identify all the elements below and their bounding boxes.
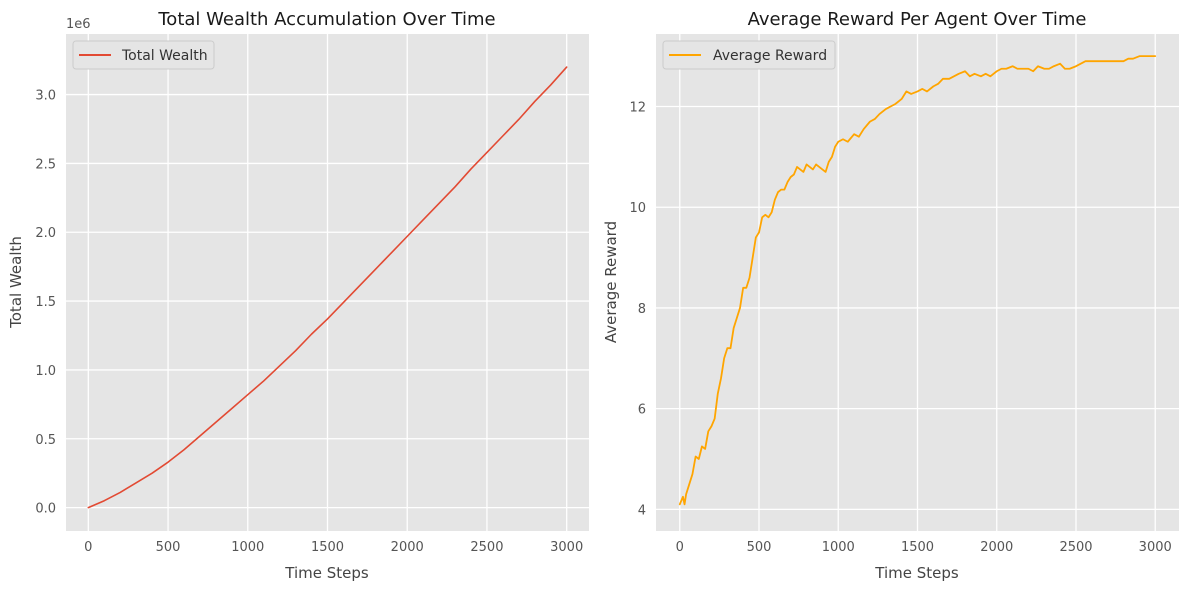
wealth-series-line <box>87 66 568 509</box>
wealth-y-tick-label: 2.5 <box>35 157 56 172</box>
reward-x-axis-label: Time Steps <box>874 564 959 582</box>
wealth-x-tick-label: 0 <box>84 540 92 555</box>
reward-x-tick-label: 3000 <box>1139 540 1172 555</box>
reward-x-tick-label: 1000 <box>822 540 855 555</box>
wealth-chart: 0 500 1000 1500 2000 2500 3000 0.0 0.5 1.0 1.5 2.0 2… <box>7 9 589 582</box>
reward-ticks: 0 500 1000 1500 2000 2500 3000 4 6 8 10 12 <box>629 101 1171 555</box>
reward-legend: Average Reward <box>662 40 836 70</box>
reward-y-tick-label: 6 <box>638 403 646 418</box>
wealth-y-axis-label: Total Wealth <box>7 236 25 329</box>
reward-y-tick-label: 10 <box>629 201 646 216</box>
reward-lines <box>678 55 1157 506</box>
wealth-y-tick-label: 3.0 <box>35 89 56 104</box>
wealth-y-tick-label: 0.5 <box>35 433 56 448</box>
reward-y-tick-label: 12 <box>629 101 646 116</box>
wealth-y-scale-label: 1e6 <box>66 17 91 32</box>
reward-x-tick-label: 0 <box>676 540 684 555</box>
wealth-x-tick-label: 500 <box>156 540 181 555</box>
wealth-x-tick-label: 2000 <box>391 540 424 555</box>
reward-y-tick-label: 4 <box>638 503 646 518</box>
wealth-x-tick-label: 3000 <box>550 540 583 555</box>
wealth-legend: Total Wealth <box>72 40 215 70</box>
wealth-chart-title: Total Wealth Accumulation Over Time <box>157 9 495 30</box>
reward-series-line <box>678 55 1157 506</box>
wealth-legend-label: Total Wealth <box>121 48 208 64</box>
wealth-y-tick-label: 0.0 <box>35 502 56 517</box>
wealth-x-axis-label: Time Steps <box>284 564 369 582</box>
reward-y-tick-label: 8 <box>638 302 646 317</box>
reward-chart: 0 500 1000 1500 2000 2500 3000 4 6 8 10 12 Average … <box>602 9 1179 582</box>
wealth-ticks: 0 500 1000 1500 2000 2500 3000 0.0 0.5 1.0 1.5 2.0 2… <box>35 89 583 555</box>
reward-legend-box <box>662 40 836 70</box>
reward-x-tick-label: 2000 <box>980 540 1013 555</box>
wealth-x-tick-label: 2500 <box>470 540 503 555</box>
reward-y-axis-label: Average Reward <box>602 221 620 343</box>
wealth-legend-box <box>72 40 215 70</box>
wealth-y-tick-label: 2.0 <box>35 226 56 241</box>
reward-x-tick-label: 500 <box>747 540 772 555</box>
wealth-x-tick-label: 1000 <box>231 540 264 555</box>
reward-x-tick-label: 1500 <box>901 540 934 555</box>
wealth-x-tick-label: 1500 <box>311 540 344 555</box>
wealth-lines <box>87 66 568 509</box>
wealth-y-tick-label: 1.5 <box>35 295 56 310</box>
reward-x-tick-label: 2500 <box>1059 540 1092 555</box>
reward-chart-title: Average Reward Per Agent Over Time <box>748 9 1087 30</box>
reward-grid <box>656 34 1179 531</box>
reward-legend-label: Average Reward <box>713 48 827 64</box>
wealth-grid <box>66 34 589 531</box>
wealth-y-tick-label: 1.0 <box>35 364 56 379</box>
